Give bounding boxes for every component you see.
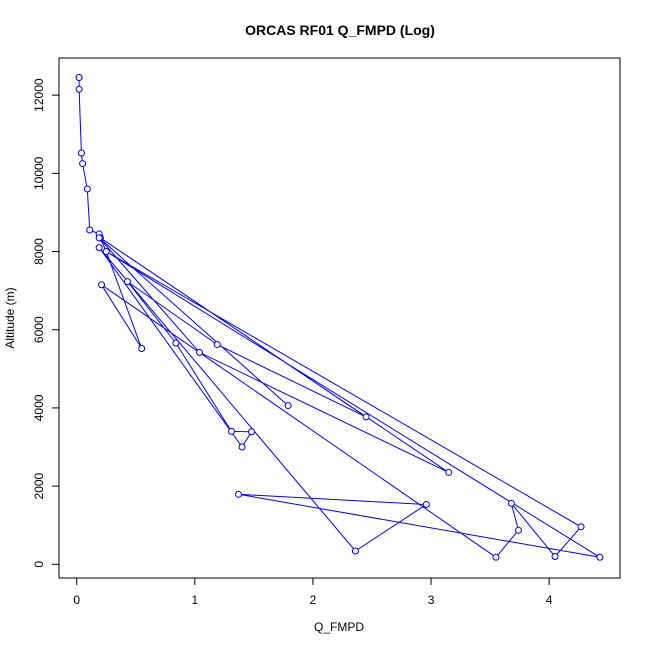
data-point [227,427,235,435]
data-point [284,402,292,410]
data-point [507,499,515,507]
data-point [492,553,500,561]
y-tick-label: 12000 [32,78,46,112]
data-point [213,341,221,349]
series-layer [75,74,604,561]
x-tick-label: 2 [310,593,317,607]
x-tick-label: 0 [73,593,80,607]
data-point [75,74,83,82]
y-tick-label: 4000 [32,394,46,421]
data-point [79,160,87,168]
data-point [98,281,106,289]
x-tick-label: 4 [546,593,553,607]
data-point [248,428,256,436]
data-point [95,244,103,252]
data-point [445,468,453,476]
data-point [77,149,85,157]
x-tick-label: 3 [428,593,435,607]
data-point [83,185,91,193]
data-point [86,226,94,234]
y-tick-label: 10000 [32,156,46,190]
data-point [124,278,132,286]
chart-title: ORCAS RF01 Q_FMPD (Log) [245,22,435,38]
y-tick-label: 0 [32,561,46,568]
y-tick-label: 8000 [32,238,46,265]
data-point [95,234,103,242]
y-tick-label: 6000 [32,316,46,343]
data-point [596,553,604,561]
data-point [138,344,146,352]
x-axis: 0 1 2 3 4 [73,577,553,607]
data-point [172,339,180,347]
y-tick-label: 2000 [32,472,46,499]
data-point [102,248,110,256]
data-point [238,443,246,451]
series-line [78,77,601,558]
data-point [551,552,559,560]
data-point [196,348,204,356]
y-axis: 0 2000 4000 6000 8000 10000 12000 [32,78,60,568]
data-point [235,490,243,498]
data-point [422,500,430,508]
y-axis-label: Altitude (m) [3,287,17,348]
data-point [514,526,522,534]
data-point [351,547,359,555]
x-tick-label: 1 [191,593,198,607]
data-point [362,413,370,421]
data-point [577,523,585,531]
x-axis-label: Q_FMPD [314,620,364,634]
data-point [75,85,83,93]
